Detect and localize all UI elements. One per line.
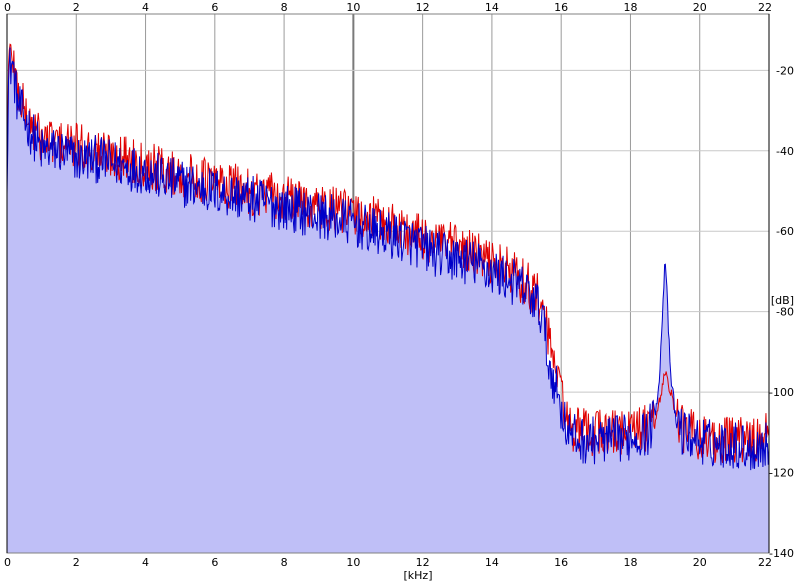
series-lines-layer	[6, 43, 770, 471]
axis-layer	[6, 13, 770, 554]
y-tick-label: -60	[776, 225, 794, 238]
x-tick-label-bottom: 2	[73, 556, 80, 569]
x-tick-label-bottom: 0	[4, 556, 11, 569]
x-tick-label-top: 6	[211, 1, 218, 14]
x-tick-label-top: 18	[623, 1, 637, 14]
tick-labels-layer: 00224466881010121214141616181820202222-2…	[4, 1, 794, 569]
blue-series-fill	[7, 47, 769, 554]
x-tick-label-top: 8	[281, 1, 288, 14]
x-tick-label-bottom: 6	[211, 556, 218, 569]
x-tick-label-bottom: 10	[346, 556, 360, 569]
y-tick-label: -20	[776, 64, 794, 77]
y-axis-label: [dB]	[771, 294, 794, 307]
y-tick-label: -100	[769, 386, 794, 399]
x-tick-label-bottom: 14	[485, 556, 499, 569]
y-tick-label: -80	[776, 306, 794, 319]
y-tick-label: -40	[776, 145, 794, 158]
x-tick-label-bottom: 16	[554, 556, 568, 569]
y-tick-label: -140	[769, 547, 794, 560]
x-tick-label-top: 4	[142, 1, 149, 14]
x-tick-label-bottom: 4	[142, 556, 149, 569]
x-tick-label-bottom: 12	[416, 556, 430, 569]
x-tick-label-top: 14	[485, 1, 499, 14]
x-tick-label-top: 2	[73, 1, 80, 14]
x-tick-label-top: 16	[554, 1, 568, 14]
x-axis-label: [kHz]	[404, 569, 433, 582]
y-tick-label: -120	[769, 467, 794, 480]
blue-series-fill-layer	[7, 47, 769, 554]
blue-series-line	[6, 47, 770, 471]
x-tick-label-bottom: 8	[281, 556, 288, 569]
x-tick-label-bottom: 18	[623, 556, 637, 569]
x-tick-label-top: 20	[693, 1, 707, 14]
x-tick-label-top: 22	[758, 1, 772, 14]
x-tick-label-top: 0	[4, 1, 11, 14]
x-tick-label-bottom: 20	[693, 556, 707, 569]
x-tick-label-top: 12	[416, 1, 430, 14]
x-tick-label-bottom: 22	[758, 556, 772, 569]
x-tick-label-top: 10	[346, 1, 360, 14]
